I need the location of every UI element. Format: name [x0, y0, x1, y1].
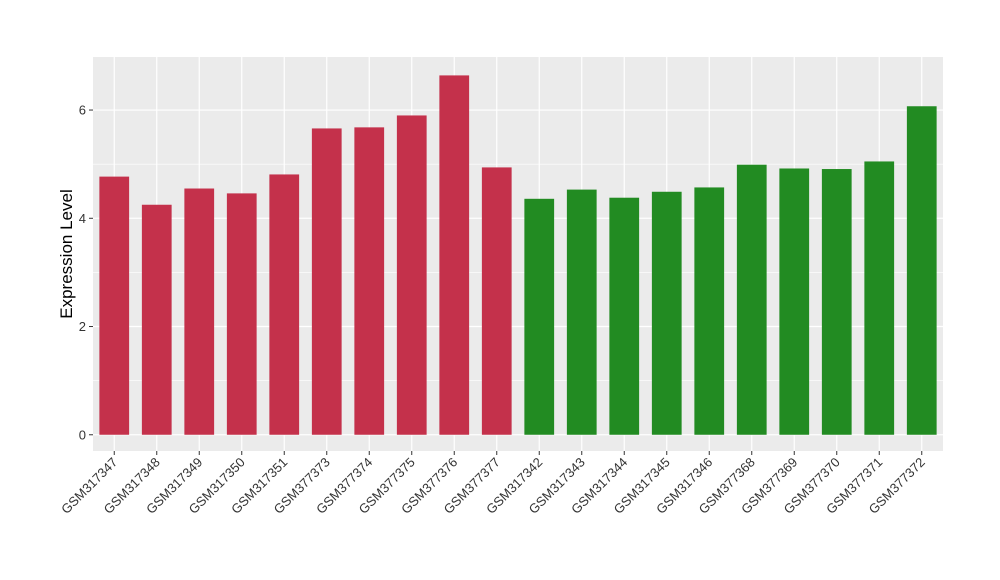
- y-tick-label: 2: [79, 319, 86, 334]
- bar-GSM377368: [736, 164, 767, 435]
- bar-GSM317348: [141, 204, 172, 435]
- y-axis: 0 2 4 6: [79, 103, 93, 442]
- bar-GSM317345: [651, 191, 682, 435]
- y-axis-title: Expression Level: [57, 189, 76, 318]
- bar-GSM317351: [269, 174, 300, 435]
- y-tick-label: 4: [79, 211, 86, 226]
- bar-GSM317344: [609, 197, 640, 435]
- bar-GSM317342: [524, 198, 555, 435]
- bar-GSM377370: [821, 169, 852, 435]
- bar-GSM317346: [694, 187, 725, 435]
- bar-GSM317347: [99, 176, 130, 435]
- bar-GSM377369: [779, 168, 810, 435]
- bar-GSM377377: [481, 167, 512, 435]
- bar-GSM377376: [439, 75, 470, 435]
- bar-GSM377375: [396, 115, 427, 435]
- bar-GSM377373: [311, 128, 342, 435]
- y-tick-label: 0: [79, 427, 86, 442]
- bar-GSM317350: [226, 193, 257, 435]
- bar-GSM377372: [906, 106, 937, 435]
- bar-GSM317343: [566, 189, 597, 435]
- bar-GSM377374: [354, 127, 385, 435]
- bars: [99, 75, 937, 435]
- plot-panel: [93, 57, 943, 451]
- bar-GSM317349: [184, 188, 215, 435]
- y-tick-label: 6: [79, 103, 86, 118]
- bar-GSM377371: [864, 161, 895, 435]
